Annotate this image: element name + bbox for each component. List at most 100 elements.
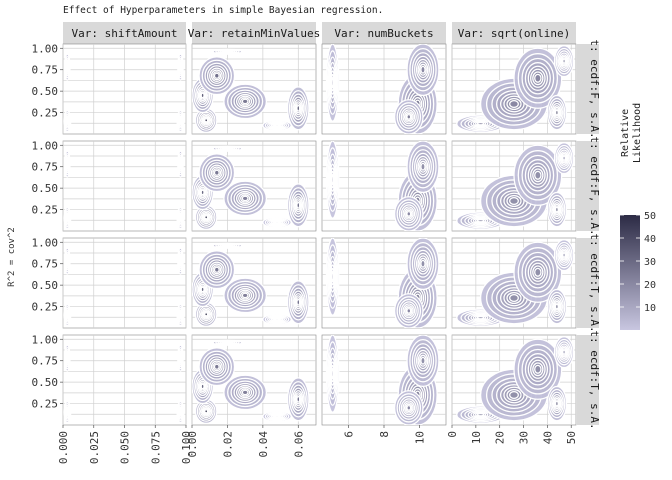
facet-panel: 0.25 0.50 0.75 1.00 — [32, 333, 187, 426]
y-tick-label: 0.25 — [32, 301, 59, 314]
density-layer — [63, 247, 185, 327]
density-contour — [331, 367, 335, 380]
x-tick-label: 0.000 — [57, 431, 70, 464]
y-tick-label: 1.00 — [32, 236, 59, 249]
density-contour — [179, 64, 182, 70]
density-contour — [66, 64, 69, 70]
density-contour — [213, 72, 220, 79]
column-strip-label: Var: retainMinValues — [188, 27, 320, 40]
facet-panel — [321, 237, 447, 329]
chart-title: Effect of Hyperparameters in simple Baye… — [63, 5, 384, 16]
legend-tick-label: 20 — [644, 280, 656, 291]
density-layer — [456, 239, 575, 327]
column-strip — [192, 22, 316, 44]
density-layer — [63, 150, 185, 230]
density-layer — [63, 53, 185, 133]
density-contour — [562, 349, 566, 355]
x-tick-label: 0.04 — [257, 431, 270, 458]
density-contour — [534, 267, 542, 277]
x-tick-label: 0.00 — [186, 431, 199, 458]
row-strip-label: t: ecdf:F, s.A. — [588, 39, 601, 138]
facet-panel — [191, 237, 317, 329]
density-layer — [325, 335, 440, 425]
density-contour — [476, 121, 485, 126]
density-contour — [224, 341, 230, 344]
density-contour — [66, 313, 69, 318]
density-layer — [192, 339, 310, 424]
row-strip-label: t: ecdf:T, s.A. — [588, 233, 601, 332]
x-tick-label: 0.02 — [221, 431, 234, 458]
density-contour — [66, 161, 69, 167]
density-contour — [213, 266, 220, 273]
facet-panel — [191, 334, 317, 426]
x-tick-label: 10 — [470, 431, 483, 444]
density-contour — [555, 206, 559, 213]
density-contour — [420, 356, 426, 365]
row-strip — [577, 141, 599, 231]
density-contour — [179, 119, 182, 124]
x-tick-label: 0 — [446, 431, 459, 438]
density-contour — [476, 412, 485, 417]
density-layer — [325, 238, 440, 328]
density-contour — [66, 410, 69, 415]
density-contour — [509, 197, 519, 205]
facet-panel — [321, 140, 447, 232]
density-contour — [406, 210, 412, 217]
density-contour — [331, 76, 335, 89]
facet-panel — [451, 140, 577, 232]
column-strip — [322, 22, 446, 44]
density-contour — [66, 216, 69, 221]
x-tick-label: 30 — [518, 431, 531, 444]
density-contour — [241, 389, 249, 396]
facet-panel — [451, 237, 577, 329]
density-contour — [204, 215, 209, 220]
facet-panel: 0.25 0.50 0.75 1.00 — [32, 236, 187, 329]
column-strip-label: Var: sqrt(online) — [458, 27, 571, 40]
density-contour — [200, 92, 205, 99]
column-strip-label: Var: shiftAmount — [72, 27, 178, 40]
density-contour — [555, 109, 559, 116]
density-contour — [420, 162, 426, 171]
facet-panel — [451, 43, 577, 135]
density-contour — [179, 258, 182, 264]
density-contour — [420, 259, 426, 268]
density-contour — [224, 50, 230, 53]
density-contour — [562, 155, 566, 161]
x-tick-label: 8 — [378, 431, 391, 438]
column-strip — [63, 22, 186, 44]
row-strip — [577, 44, 599, 134]
y-tick-label: 0.50 — [32, 182, 59, 195]
density-contour — [331, 270, 335, 283]
density-contour — [241, 195, 249, 202]
density-contour — [179, 216, 182, 221]
y-tick-label: 0.50 — [32, 279, 59, 292]
density-contour — [296, 298, 301, 306]
density-contour — [66, 355, 69, 361]
density-contour — [213, 169, 220, 176]
y-tick-label: 0.75 — [32, 258, 59, 271]
legend-tick-label: 10 — [644, 303, 656, 314]
facet-panel: 0.25 0.50 0.75 1.00 — [32, 42, 187, 135]
facet-panel — [321, 43, 447, 135]
density-contour — [200, 383, 205, 390]
density-contour — [213, 363, 220, 370]
density-contour — [509, 100, 519, 108]
density-contour — [555, 303, 559, 310]
density-contour — [296, 104, 301, 112]
density-contour — [562, 58, 566, 64]
density-contour — [204, 409, 209, 414]
column-strip — [452, 22, 576, 44]
facet-panel: 0.25 0.50 0.75 1.00 — [32, 139, 187, 232]
legend-tick-label: 40 — [644, 234, 656, 245]
y-tick-label: 0.75 — [32, 355, 59, 368]
y-tick-label: 0.50 — [32, 376, 59, 389]
density-contour — [420, 65, 426, 74]
x-tick-label: 0.075 — [149, 431, 162, 464]
y-tick-label: 0.25 — [32, 107, 59, 120]
density-contour — [224, 244, 230, 247]
y-tick-label: 1.00 — [32, 139, 59, 152]
density-layer — [456, 45, 575, 133]
x-tick-label: 6 — [343, 431, 356, 438]
row-strip — [577, 335, 599, 425]
